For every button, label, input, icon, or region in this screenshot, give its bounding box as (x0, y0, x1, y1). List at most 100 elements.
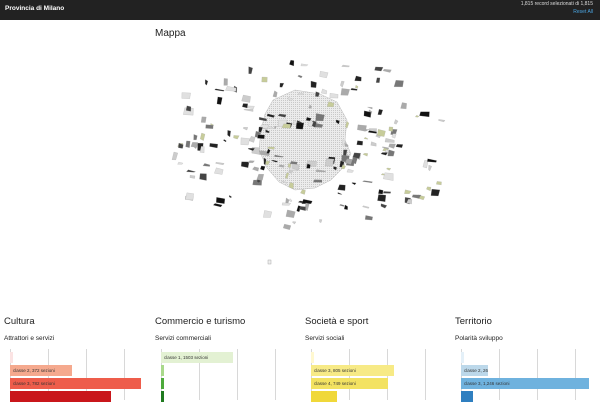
grid-line (199, 349, 200, 400)
grid-line (275, 349, 276, 400)
municipality-shape (304, 202, 310, 211)
chart-bar[interactable]: classe 3, 805 sezioni (311, 365, 394, 376)
municipality-shape (258, 126, 263, 133)
municipality-shape (352, 152, 361, 159)
row-chart[interactable]: classe 1, 1503 sezioni classe 2, 64 sezio… (155, 349, 295, 402)
municipality-shape (315, 91, 320, 97)
municipality-shape (295, 122, 305, 130)
municipality-shape (339, 204, 345, 207)
municipality-shape (319, 219, 323, 223)
municipality-shape (428, 164, 432, 172)
municipality-shape (380, 203, 388, 209)
municipality-shape (411, 194, 422, 199)
section-subtitle: Servizi commerciali (155, 335, 211, 342)
grid-line (124, 349, 125, 400)
municipality-shape (233, 135, 240, 140)
municipality-shape (354, 75, 362, 82)
chart-bar[interactable]: classe 2, 263 sezioni (461, 365, 488, 376)
municipality-shape (351, 182, 357, 186)
chart-bar[interactable]: classe 4, 749 sezioni (311, 378, 388, 389)
municipality-shape (321, 88, 328, 95)
municipality-shape (287, 97, 293, 102)
bar-label: classe 4, 749 sezioni (314, 381, 356, 386)
municipality-shape (267, 125, 273, 130)
chart-bar[interactable] (461, 391, 473, 402)
section-3: Territorio Polarità sviluppo classe 1, 2 s… (455, 316, 595, 402)
municipality-shape (260, 165, 266, 171)
municipality-shape (340, 80, 345, 88)
municipality-shape (287, 163, 292, 168)
municipality-shape (285, 172, 289, 179)
municipality-shape (363, 137, 368, 140)
municipality-shape (395, 144, 404, 148)
municipality-shape (357, 124, 367, 132)
province-map[interactable] (155, 42, 455, 282)
municipality-shape (214, 88, 225, 92)
municipality-shape (199, 146, 205, 153)
municipality-shape (308, 121, 314, 128)
row-chart[interactable]: classe 1, 1 sezioni classe 3, 805 sezioni… (305, 349, 445, 402)
municipality-shape (265, 129, 270, 134)
municipality-shape (308, 104, 313, 109)
municipality-shape (301, 199, 313, 204)
municipality-shape (386, 167, 392, 171)
chart-bar[interactable]: classe 1, 2 sezioni (461, 352, 464, 363)
municipality-shape (212, 203, 223, 208)
section-1: Commercio e turismo Servizi commerciali cl… (155, 316, 295, 402)
municipality-shape (393, 80, 404, 88)
chart-bar[interactable]: classe 1, 1 sezioni (311, 352, 314, 363)
chart-bar[interactable]: classe 3, 782 sezioni (10, 378, 141, 389)
bar-label: classe 3, 805 sezioni (314, 368, 356, 373)
chart-bar[interactable]: classe 2, 64 sezioni (161, 365, 164, 376)
municipality-shape (258, 116, 267, 122)
chart-bar[interactable] (161, 378, 164, 389)
municipality-shape (305, 117, 312, 122)
municipality-shape (227, 130, 231, 138)
app-title[interactable]: Provincia di Milano (5, 5, 65, 12)
chart-bar[interactable] (161, 391, 164, 402)
row-chart[interactable]: classe 1, 2 sezioni classe 2, 263 sezioni… (455, 349, 595, 402)
grid-line (86, 349, 87, 400)
municipality-shape (293, 119, 297, 126)
city-area (258, 89, 352, 191)
chart-bar[interactable]: classe 2, 372 sezioni (10, 365, 72, 376)
municipality-shape (335, 119, 340, 125)
municipality-shape (266, 148, 271, 154)
municipality-shape (342, 139, 346, 146)
municipality-shape (193, 134, 198, 141)
municipality-shape (391, 133, 397, 139)
municipality-shape (267, 259, 272, 265)
municipality-shape (313, 179, 323, 183)
chart-bar[interactable]: classe 3, 1,246 sezioni (461, 378, 589, 389)
chart-bar[interactable]: classe 1, 1503 sezioni (161, 352, 233, 363)
municipality-shape (300, 63, 309, 67)
municipality-shape (384, 138, 395, 143)
municipality-shape (249, 136, 256, 143)
municipality-shape (319, 71, 329, 79)
chart-bar[interactable] (311, 391, 337, 402)
chart-bar[interactable]: classe 1, 3 sezioni (10, 352, 13, 363)
municipality-shape (374, 66, 384, 72)
row-chart[interactable]: classe 1, 3 sezioni classe 2, 372 sezioni… (4, 349, 144, 402)
municipality-shape (215, 162, 225, 166)
municipality-shape (362, 205, 370, 209)
section-subtitle: Servizi sociali (305, 335, 345, 342)
bar-label: classe 3, 1,246 sezioni (464, 381, 510, 386)
municipality-shape (256, 178, 261, 183)
municipality-shape (277, 113, 287, 118)
municipality-shape (362, 153, 368, 157)
municipality-shape (285, 209, 296, 218)
municipality-shape (202, 163, 211, 167)
municipality-shape (310, 80, 317, 88)
bar-label: classe 3, 782 sezioni (13, 381, 55, 386)
municipality-shape (393, 119, 399, 125)
municipality-shape (205, 79, 209, 86)
municipality-shape (306, 163, 311, 169)
grid-line (425, 349, 426, 400)
municipality-shape (419, 111, 430, 118)
reset-all-link[interactable]: Reset All (573, 9, 593, 15)
map-title: Mappa (155, 28, 186, 39)
municipality-shape (350, 88, 358, 91)
chart-bar[interactable] (10, 391, 111, 402)
municipality-shape (337, 184, 346, 191)
